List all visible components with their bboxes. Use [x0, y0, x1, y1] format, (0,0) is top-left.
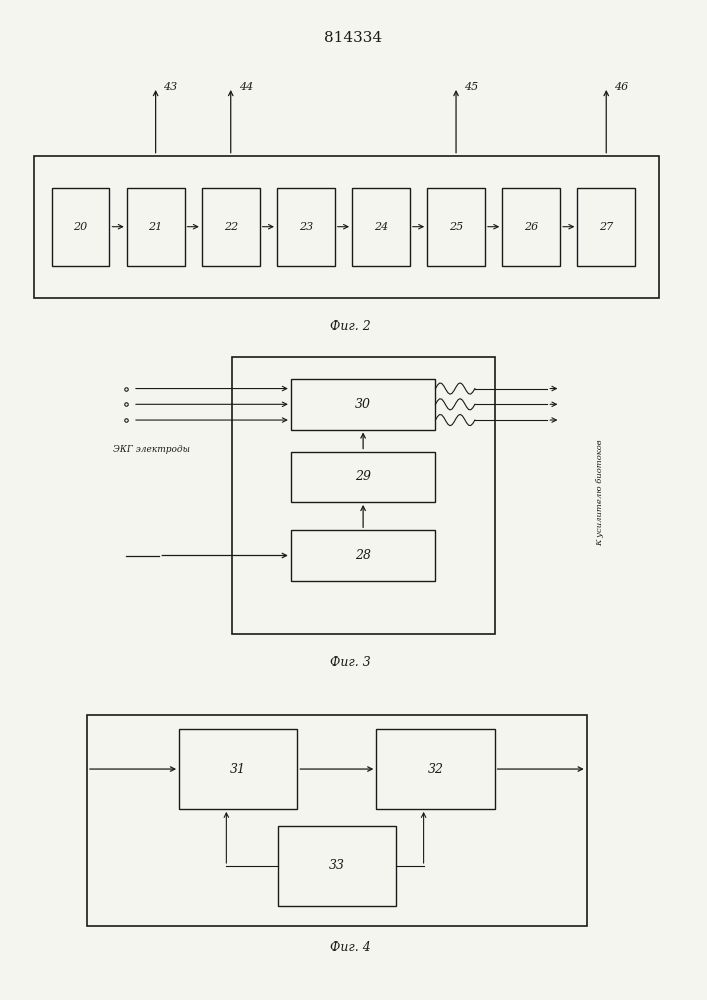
Text: 27: 27 [599, 222, 614, 232]
FancyBboxPatch shape [291, 452, 436, 502]
Text: 22: 22 [223, 222, 238, 232]
Text: 43: 43 [163, 82, 177, 92]
Text: ЭКГ электроды: ЭКГ электроды [113, 445, 190, 454]
FancyBboxPatch shape [201, 188, 259, 266]
Text: 45: 45 [464, 82, 478, 92]
Text: 29: 29 [355, 470, 371, 483]
Text: 46: 46 [614, 82, 629, 92]
Text: Фиг. 2: Фиг. 2 [329, 320, 370, 333]
Text: 30: 30 [355, 398, 371, 411]
FancyBboxPatch shape [578, 188, 635, 266]
Text: 25: 25 [449, 222, 463, 232]
Text: 33: 33 [329, 859, 345, 872]
FancyBboxPatch shape [52, 188, 110, 266]
Text: 23: 23 [299, 222, 313, 232]
Text: 32: 32 [428, 763, 443, 776]
Text: 20: 20 [74, 222, 88, 232]
FancyBboxPatch shape [376, 729, 495, 809]
FancyBboxPatch shape [232, 357, 495, 634]
FancyBboxPatch shape [127, 188, 185, 266]
FancyBboxPatch shape [502, 188, 560, 266]
FancyBboxPatch shape [427, 188, 485, 266]
FancyBboxPatch shape [179, 729, 298, 809]
FancyBboxPatch shape [291, 530, 436, 581]
FancyBboxPatch shape [352, 188, 410, 266]
FancyBboxPatch shape [87, 715, 587, 926]
Text: К усилителю биотоков: К усилителю биотоков [596, 439, 604, 546]
Text: 44: 44 [239, 82, 253, 92]
Text: Фиг. 4: Фиг. 4 [329, 941, 370, 954]
Text: 21: 21 [148, 222, 163, 232]
FancyBboxPatch shape [277, 188, 335, 266]
Text: Фиг. 3: Фиг. 3 [329, 656, 370, 669]
Text: 31: 31 [230, 763, 246, 776]
FancyBboxPatch shape [291, 379, 436, 430]
Text: 28: 28 [355, 549, 371, 562]
Text: 26: 26 [524, 222, 538, 232]
FancyBboxPatch shape [278, 826, 396, 906]
FancyBboxPatch shape [35, 156, 659, 298]
Text: 24: 24 [374, 222, 388, 232]
Text: 814334: 814334 [325, 31, 382, 45]
